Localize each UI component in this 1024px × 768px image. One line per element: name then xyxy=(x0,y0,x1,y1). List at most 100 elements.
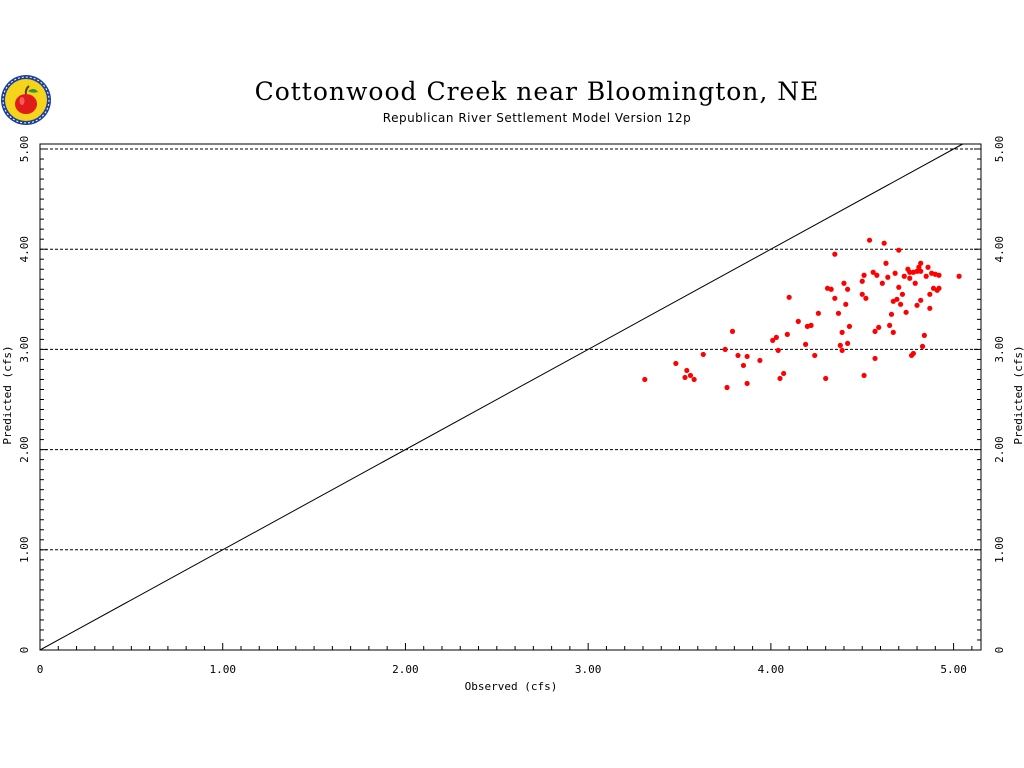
data-point xyxy=(896,284,902,290)
data-point xyxy=(757,357,763,364)
data-point xyxy=(841,280,847,286)
data-point xyxy=(861,372,867,379)
seal-logo xyxy=(1,75,51,125)
data-point xyxy=(786,294,792,300)
data-point xyxy=(872,328,878,334)
data-point xyxy=(881,240,887,246)
data-point xyxy=(682,374,688,381)
data-point xyxy=(872,355,878,362)
data-point xyxy=(773,334,779,340)
data-point xyxy=(861,272,867,278)
data-point xyxy=(828,286,834,292)
data-point xyxy=(845,286,851,292)
chart-title: Cottonwood Creek near Bloomington, NE xyxy=(255,77,820,106)
data-point xyxy=(919,343,926,349)
x-tick-label: 5.00 xyxy=(940,663,967,676)
data-points xyxy=(642,237,962,391)
data-point xyxy=(927,305,933,311)
data-point xyxy=(795,318,801,324)
data-point xyxy=(883,260,889,266)
data-point xyxy=(885,274,891,280)
data-point xyxy=(823,375,829,382)
y-axis-label-left: Predicted (cfs) xyxy=(1,345,14,444)
y-tick-label-left: 5.00 xyxy=(18,136,31,163)
data-point xyxy=(859,291,865,297)
y-tick-label-right: 0 xyxy=(993,647,1006,654)
y-tick-label-left: 0 xyxy=(18,647,31,654)
grid-lines xyxy=(40,148,981,551)
y-tick-label-right: 4.00 xyxy=(993,236,1006,263)
data-point xyxy=(927,291,933,297)
data-point xyxy=(918,297,924,303)
data-point xyxy=(879,280,885,286)
data-point xyxy=(918,268,924,274)
y-tick-label-right: 3.00 xyxy=(993,336,1006,363)
data-point xyxy=(673,360,679,367)
x-tick-label: 4.00 xyxy=(758,663,785,676)
data-point xyxy=(907,275,913,281)
data-point xyxy=(870,269,876,275)
data-point xyxy=(835,310,842,316)
y-tick-label-left: 2.00 xyxy=(18,436,31,463)
y-tick-label-right: 5.00 xyxy=(993,136,1006,163)
data-point xyxy=(843,301,849,307)
data-point xyxy=(642,376,648,383)
data-point xyxy=(899,291,906,297)
data-point xyxy=(770,337,776,343)
x-tick-label: 2.00 xyxy=(392,663,419,676)
x-tick-label: 3.00 xyxy=(575,663,602,676)
chart-subtitle: Republican River Settlement Model Versio… xyxy=(383,111,691,125)
y-tick-label-left: 1.00 xyxy=(18,537,31,564)
data-point xyxy=(888,311,895,317)
data-point xyxy=(832,251,838,257)
data-point xyxy=(925,264,931,270)
data-point xyxy=(808,322,814,328)
data-point xyxy=(936,285,942,291)
data-point xyxy=(859,278,865,284)
x-tick-label: 0 xyxy=(37,663,44,676)
data-point xyxy=(740,362,747,369)
data-point xyxy=(775,347,781,354)
data-point xyxy=(735,352,741,359)
data-point xyxy=(777,375,783,382)
data-point xyxy=(898,301,904,307)
data-point xyxy=(729,328,736,334)
data-point xyxy=(910,350,916,357)
data-point xyxy=(722,346,728,353)
data-point xyxy=(866,237,873,243)
minor-ticks xyxy=(40,148,981,650)
x-tick-label: 1.00 xyxy=(209,663,236,676)
data-point xyxy=(876,324,882,330)
y-tick-label-right: 2.00 xyxy=(993,436,1006,463)
data-point xyxy=(887,322,893,328)
y-axis-label-right: Predicted (cfs) xyxy=(1012,345,1024,444)
data-point xyxy=(914,268,920,274)
data-point xyxy=(918,260,924,266)
data-point xyxy=(936,272,942,278)
data-point xyxy=(912,280,918,286)
data-point xyxy=(744,353,750,360)
data-point xyxy=(903,309,909,315)
one-to-one-line xyxy=(39,143,963,651)
data-point xyxy=(684,367,690,374)
data-point xyxy=(839,329,845,335)
data-point xyxy=(724,384,730,391)
data-point xyxy=(894,296,900,302)
data-point xyxy=(687,372,694,379)
data-point xyxy=(691,376,697,383)
x-axis-label: Observed (cfs) xyxy=(465,680,558,693)
data-point xyxy=(802,341,809,347)
data-point xyxy=(921,332,927,338)
data-point xyxy=(916,264,922,270)
data-point xyxy=(815,310,821,316)
y-tick-label-left: 3.00 xyxy=(18,336,31,363)
data-point xyxy=(839,347,845,354)
data-point xyxy=(863,295,869,301)
data-point xyxy=(901,273,907,279)
plot-frame xyxy=(39,143,982,651)
data-point xyxy=(892,270,898,276)
data-point xyxy=(956,273,962,279)
data-point xyxy=(700,351,706,358)
data-point xyxy=(784,331,790,337)
